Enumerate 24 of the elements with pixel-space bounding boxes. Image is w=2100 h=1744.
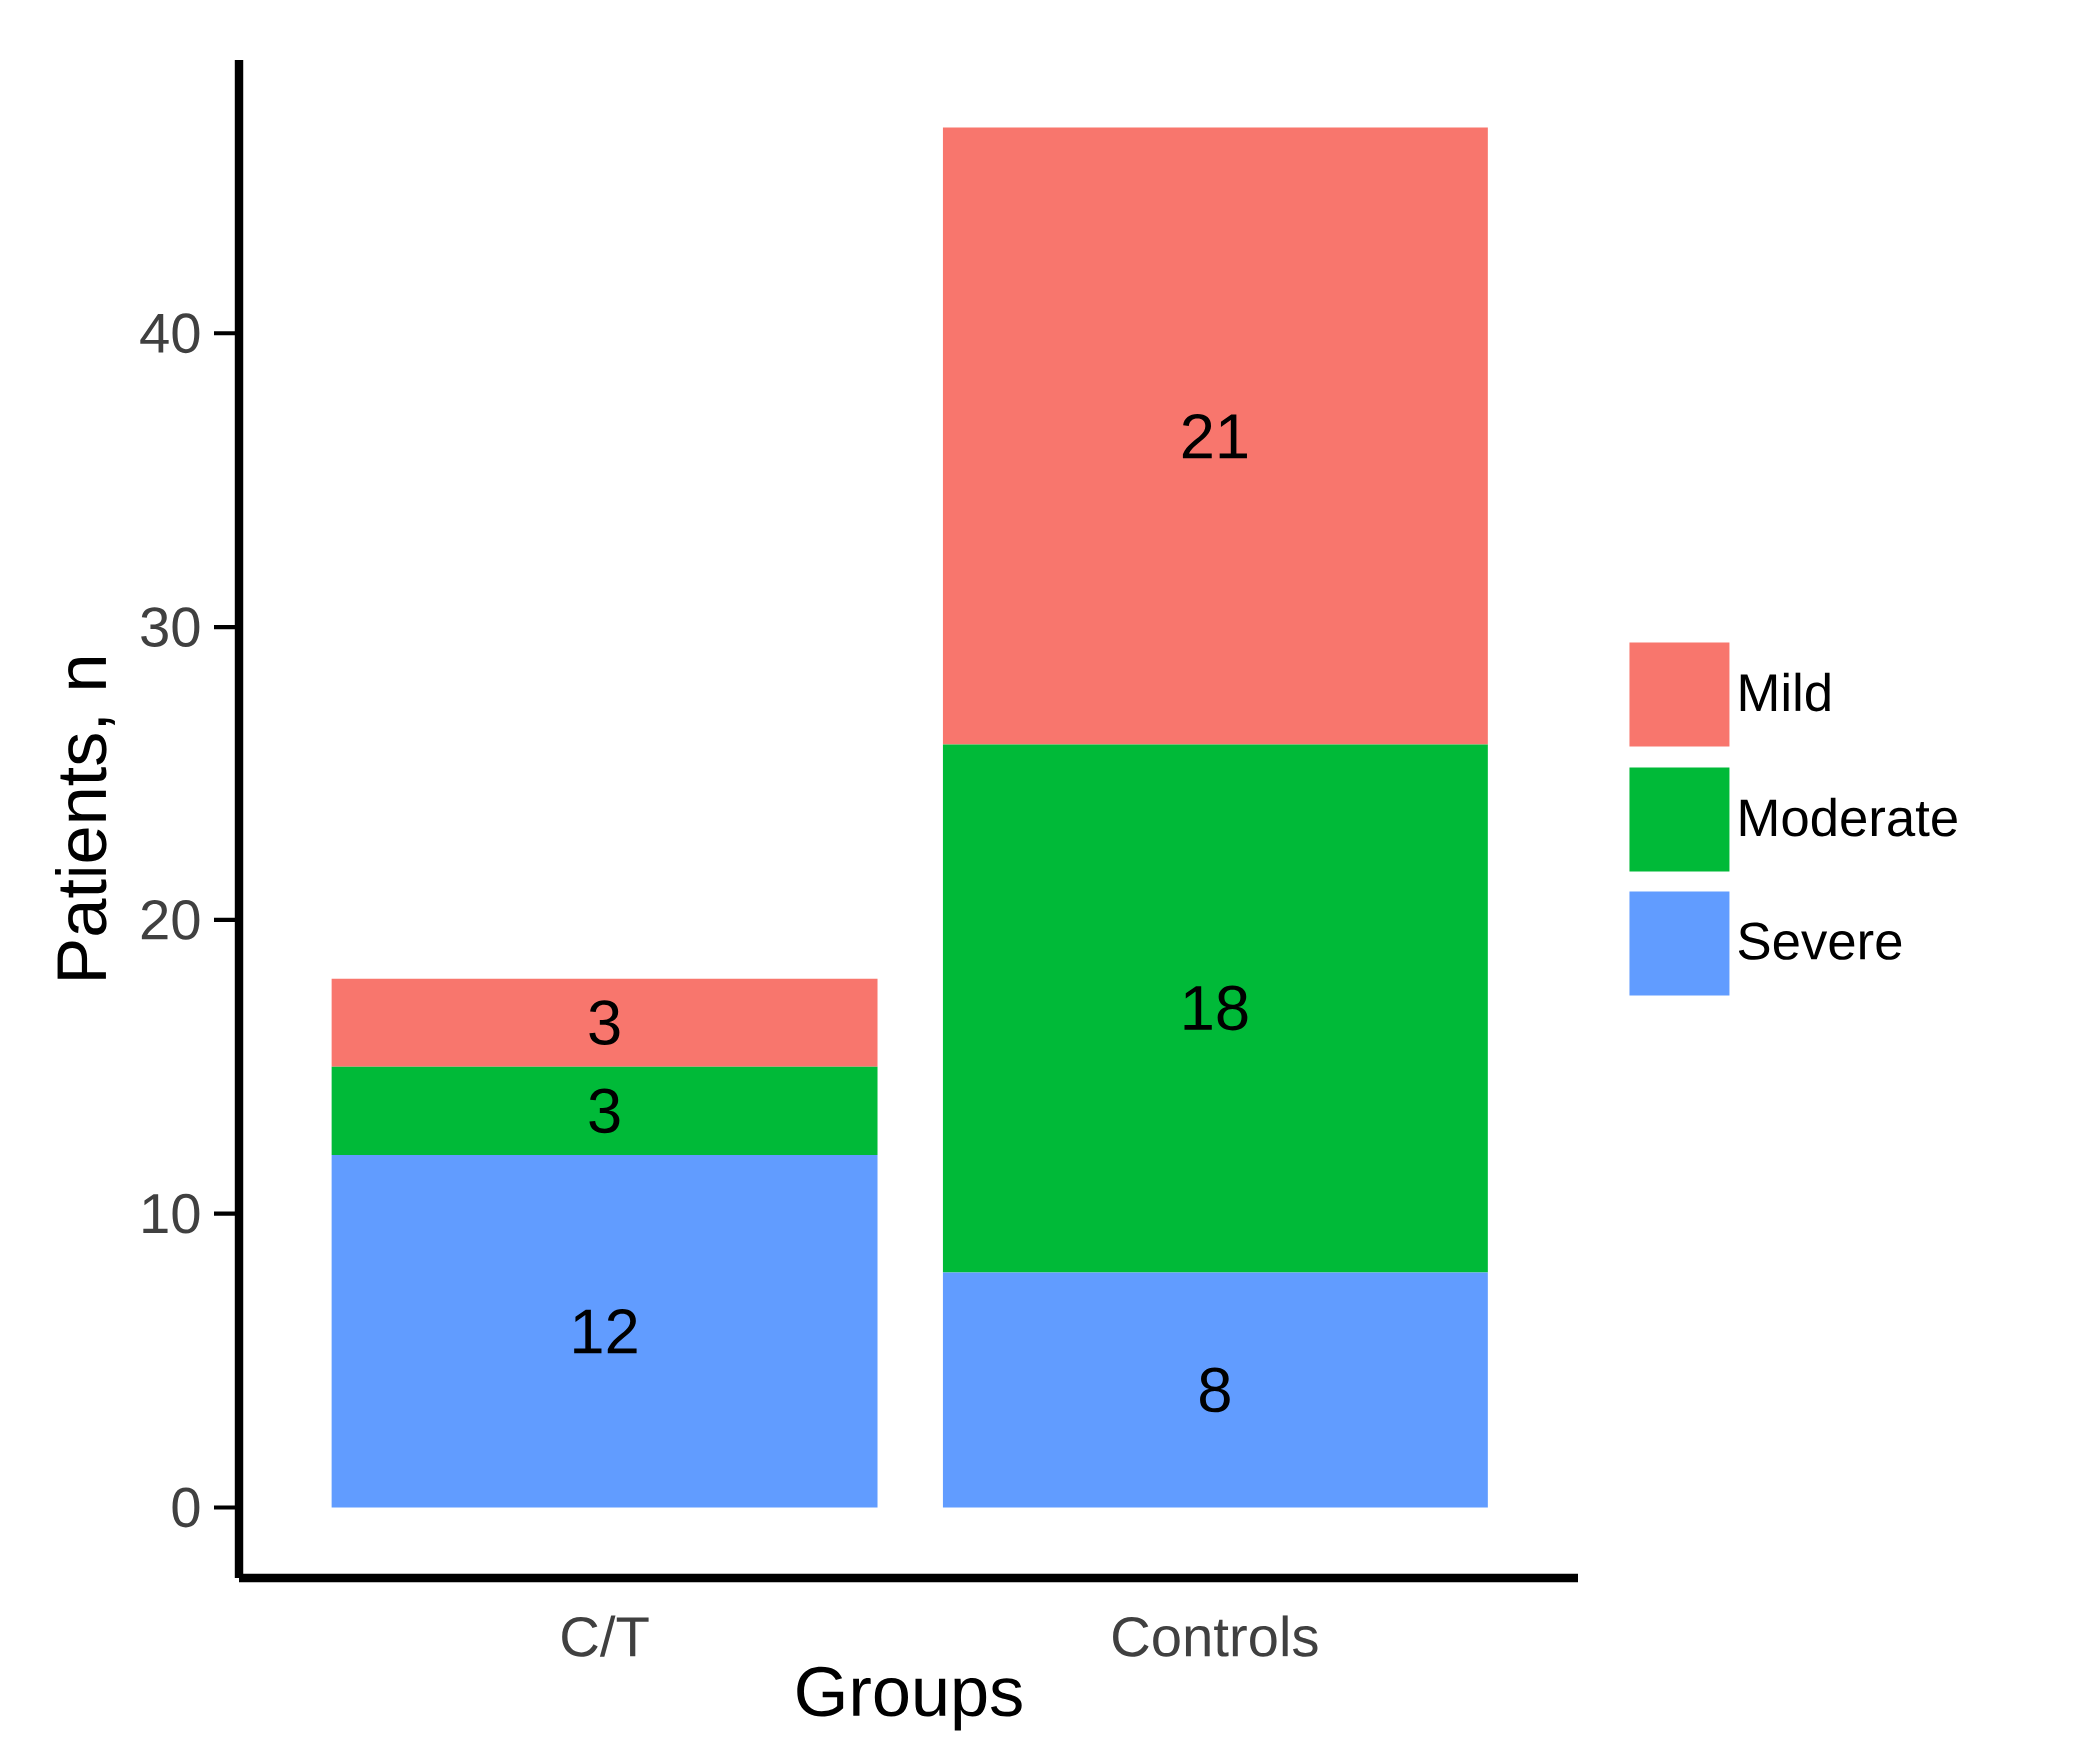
data-label: 18 [1184, 985, 1248, 1031]
y-tick-label: 10 [143, 1193, 200, 1234]
bar [942, 1272, 1488, 1508]
y-tick-label: 30 [141, 607, 200, 647]
legend-label: Severe [1738, 922, 1902, 960]
x-tick-label: Controls [1113, 1615, 1318, 1657]
bar [331, 978, 878, 1067]
legend-label: Mild [1740, 672, 1830, 712]
data-label: 3 [589, 1088, 620, 1134]
y-tick-label: 0 [172, 1487, 200, 1528]
y-tick-label: 40 [140, 313, 200, 354]
data-label: 21 [1182, 413, 1247, 459]
y-axis-title: Patients, n [54, 658, 115, 979]
bar [331, 1066, 878, 1155]
bar [942, 127, 1488, 745]
bar [331, 1154, 878, 1508]
data-label: 8 [1200, 1367, 1230, 1413]
legend-label: Moderate [1740, 797, 1957, 837]
y-tick-label: 20 [141, 899, 200, 940]
x-tick-label: C/T [562, 1615, 649, 1657]
bar [942, 744, 1488, 1273]
data-label: 12 [574, 1309, 637, 1354]
x-axis-title: Groups [797, 1666, 1022, 1731]
data-label: 3 [589, 1000, 620, 1046]
